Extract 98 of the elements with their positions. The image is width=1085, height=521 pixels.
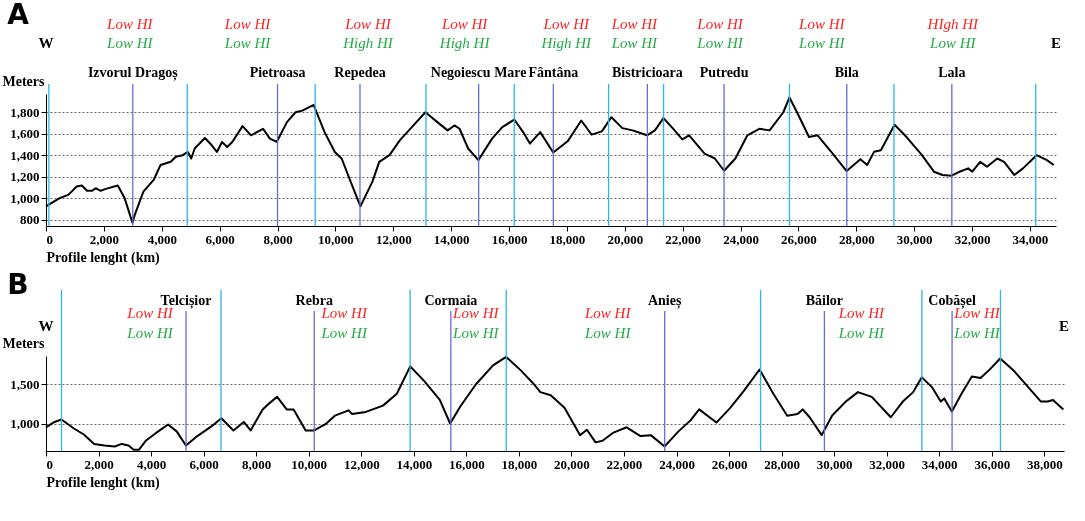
text: High HI xyxy=(342,35,394,51)
x-tick-label: 4,000 xyxy=(136,456,167,472)
text: High HI xyxy=(540,35,593,51)
y-tick-label: 1,400 xyxy=(10,147,40,163)
text: Low HI xyxy=(223,35,272,51)
text: HIgh HI xyxy=(926,16,980,32)
x-tick-label: 2,000 xyxy=(84,456,114,472)
text: Low HI xyxy=(696,35,744,51)
ref-line-label: Bistricioara xyxy=(611,65,683,80)
x-axis-title: Profile lenght (km) xyxy=(46,249,161,266)
x-tick-label: 28,000 xyxy=(838,231,875,247)
x-tick-label: 6,000 xyxy=(205,231,235,247)
x-tick-label: 38,000 xyxy=(1026,456,1063,472)
x-tick-label: 20,000 xyxy=(607,231,644,247)
x-tick-label: 28,000 xyxy=(764,456,800,472)
text: Low HI xyxy=(837,325,886,341)
x-tick-label: 10,000 xyxy=(318,231,354,247)
x-tick-label: 14,000 xyxy=(396,456,433,472)
ref-line-label: Bila xyxy=(834,65,859,80)
chart-title: B xyxy=(7,268,29,301)
ref-line-label: Cormaia xyxy=(424,293,478,308)
y-axis-title: Meters xyxy=(2,73,46,89)
text: W xyxy=(38,318,54,334)
x-tick-label: 6,000 xyxy=(189,456,219,472)
x-tick-label: 24,000 xyxy=(659,456,695,472)
text: Low HI xyxy=(583,325,632,341)
y-tick-label: 1,000 xyxy=(10,190,40,206)
x-tick-label: 22,000 xyxy=(606,456,643,472)
x-tick-label: 4,000 xyxy=(147,231,177,247)
y-axis-title: Meters xyxy=(2,335,46,351)
text: Low HI xyxy=(452,325,500,341)
text: Low HI xyxy=(106,35,154,51)
ref-line-label: Rebra xyxy=(295,293,333,308)
x-tick-label: 20,000 xyxy=(554,456,590,472)
ref-line-label: Repedea xyxy=(334,65,386,80)
x-tick-label: 22,000 xyxy=(665,231,702,247)
text: Low HI xyxy=(953,325,1001,341)
x-tick-label: 36,000 xyxy=(974,456,1011,472)
x-tick-label: 0 xyxy=(46,231,53,247)
x-tick-label: 12,000 xyxy=(343,456,380,472)
text: Low HI xyxy=(320,325,368,341)
text: Low HI xyxy=(583,305,632,321)
text: Low HI xyxy=(798,16,846,32)
x-tick-label: 8,000 xyxy=(263,231,293,247)
text: Low HI xyxy=(106,16,154,32)
text: Low HI xyxy=(610,16,659,32)
x-tick-label: 26,000 xyxy=(781,231,817,247)
x-tick-label: 12,000 xyxy=(375,231,412,247)
x-tick-label: 14,000 xyxy=(433,231,470,247)
text: Low HI xyxy=(126,325,174,341)
x-tick-label: 2,000 xyxy=(89,231,119,247)
text: E xyxy=(1050,35,1062,51)
text: Low HI xyxy=(542,16,591,32)
ref-line-label: Fântâna xyxy=(528,65,579,80)
text: Low HI xyxy=(837,305,886,321)
text: Low HI xyxy=(440,16,489,32)
ref-line-label: Pietroasa xyxy=(249,65,306,80)
y-tick-label: 1,000 xyxy=(10,416,40,432)
x-axis-title: Profile lenght (km) xyxy=(46,474,161,491)
y-tick-label: 1,500 xyxy=(10,376,40,392)
x-tick-label: 34,000 xyxy=(921,456,958,472)
x-tick-label: 32,000 xyxy=(869,456,906,472)
x-tick-label: 18,000 xyxy=(501,456,538,472)
ref-line-label: Cobășel xyxy=(928,293,976,309)
x-tick-label: 24,000 xyxy=(723,231,759,247)
x-tick-label: 18,000 xyxy=(549,231,586,247)
y-tick-label: 1,200 xyxy=(10,169,40,185)
ref-line-label: Anieș xyxy=(647,293,682,309)
text: Low HI xyxy=(223,16,272,32)
x-tick-label: 16,000 xyxy=(448,456,485,472)
text: High HI xyxy=(438,35,491,51)
ref-line-label: Putredu xyxy=(699,65,749,80)
x-tick-label: 32,000 xyxy=(954,231,991,247)
text: Low HI xyxy=(452,305,500,321)
text: W xyxy=(38,35,54,51)
x-tick-label: 8,000 xyxy=(242,456,272,472)
ref-line-label: Izvorul Dragoș xyxy=(87,65,179,81)
y-tick-label: 1,600 xyxy=(10,126,40,142)
y-tick-label: 1,800 xyxy=(10,104,40,120)
x-tick-label: 16,000 xyxy=(491,231,528,247)
chart-title: A xyxy=(7,0,30,31)
text: Low HI xyxy=(610,35,659,51)
text: Low HI xyxy=(798,35,846,51)
x-tick-label: 0 xyxy=(46,456,53,472)
text: Low HI xyxy=(929,35,977,51)
ref-line-label: Băilor xyxy=(805,293,844,308)
ref-line-label: Lala xyxy=(938,65,966,80)
text: Low HI xyxy=(696,16,744,32)
ref-line-label: Negoiescu Mare xyxy=(430,65,527,80)
y-tick-label: 800 xyxy=(20,212,40,228)
text: E xyxy=(1058,318,1070,334)
x-tick-label: 26,000 xyxy=(711,456,748,472)
x-tick-label: 30,000 xyxy=(816,456,853,472)
text: Low HI xyxy=(344,16,392,32)
x-tick-label: 34,000 xyxy=(1012,231,1049,247)
x-tick-label: 10,000 xyxy=(291,456,328,472)
text: Low HI xyxy=(320,305,368,321)
x-tick-label: 30,000 xyxy=(896,231,933,247)
